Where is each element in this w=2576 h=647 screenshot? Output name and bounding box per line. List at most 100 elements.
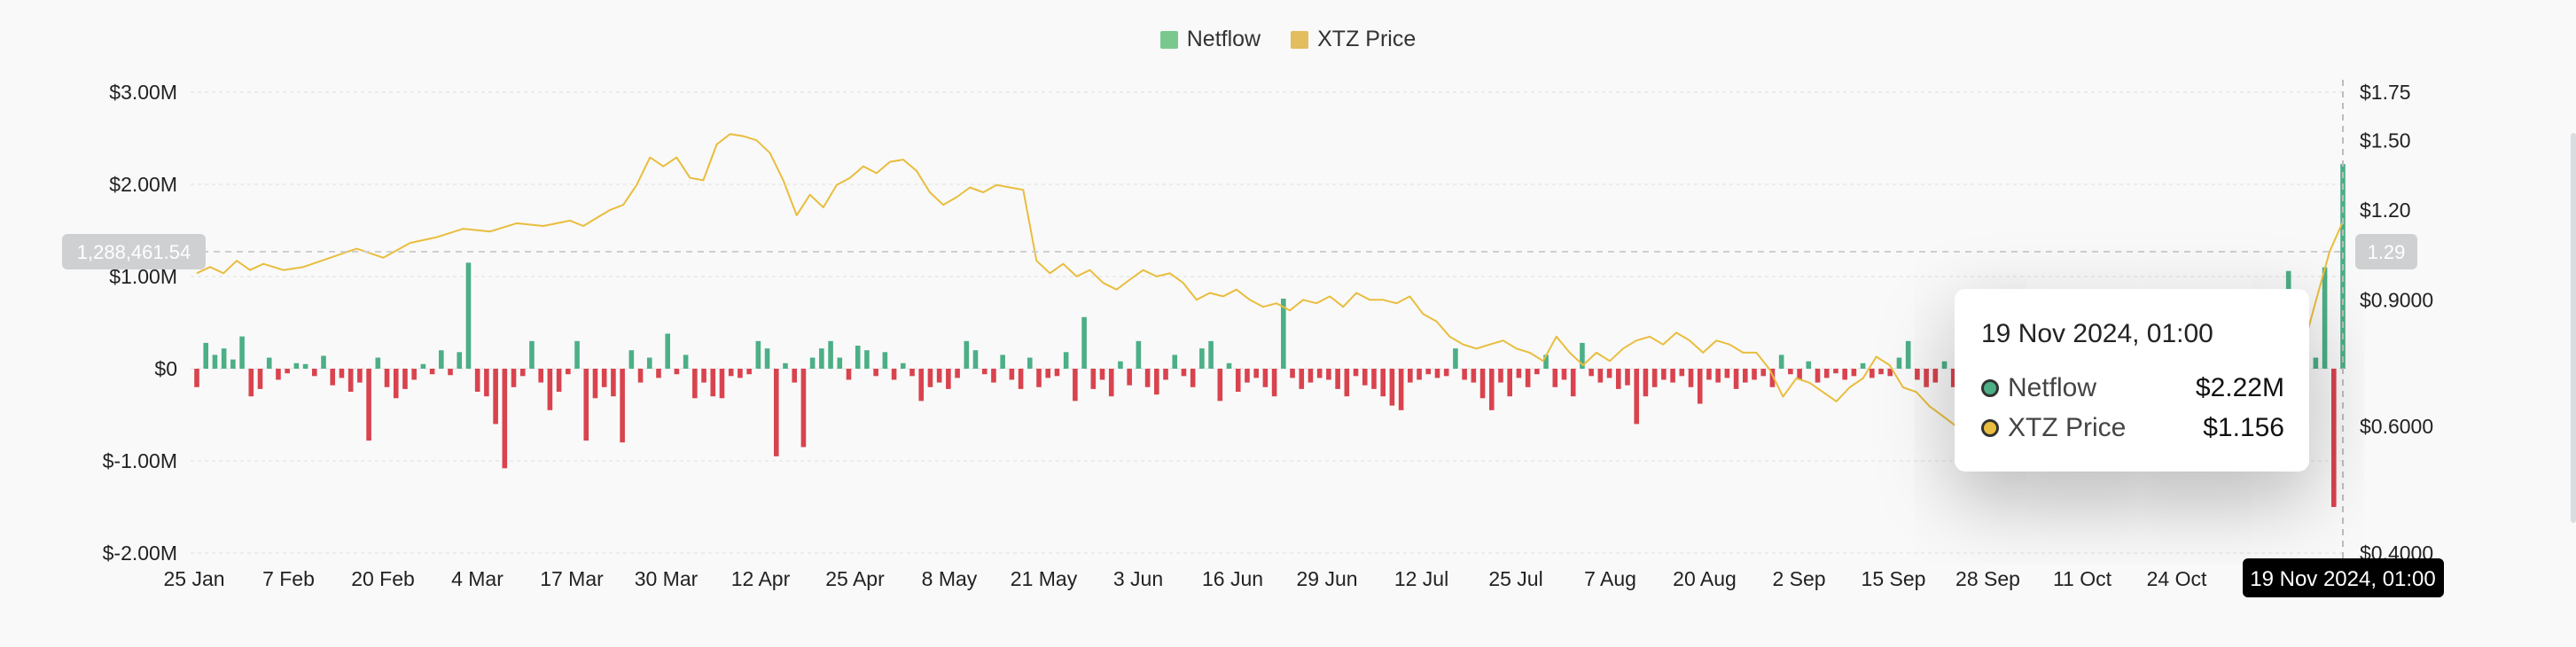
netflow-bar — [1434, 369, 1440, 378]
legend-item-price[interactable]: XTZ Price — [1291, 27, 1416, 52]
netflow-bar — [746, 369, 752, 375]
netflow-bar — [882, 352, 888, 369]
netflow-bar — [1679, 369, 1685, 377]
netflow-bar — [773, 369, 779, 456]
netflow-bar — [1697, 369, 1703, 404]
netflow-bar — [809, 357, 816, 369]
netflow-bar — [194, 369, 199, 387]
netflow-bar — [1425, 369, 1432, 375]
netflow-bar — [1371, 369, 1377, 389]
tooltip-price-name: XTZ Price — [2008, 413, 2127, 442]
x-tick-label: 17 Mar — [540, 567, 604, 590]
netflow-bar — [1733, 369, 1739, 389]
price-swatch — [1291, 30, 1309, 49]
netflow-bar — [981, 369, 987, 375]
netflow-bar — [800, 369, 807, 448]
netflow-bar — [1851, 369, 1857, 377]
crosshair-date-label: 19 Nov 2024, 01:00 — [2250, 567, 2436, 591]
netflow-bar — [1308, 369, 1314, 383]
netflow-bar — [1742, 369, 1748, 383]
netflow-bar — [1408, 369, 1413, 383]
netflow-bar — [1769, 369, 1776, 387]
x-tick-label: 15 Sep — [1862, 567, 1926, 590]
netflow-bar — [783, 362, 788, 369]
netflow-bar — [1752, 369, 1757, 380]
netflow-bar — [1570, 369, 1576, 397]
x-tick-label: 25 Jul — [1488, 567, 1542, 590]
netflow-bar — [302, 363, 308, 369]
netflow-bar — [1018, 369, 1024, 389]
right-tick-label: $0.6000 — [2360, 415, 2433, 438]
netflow-bar — [1253, 369, 1259, 378]
netflow-bar — [1815, 369, 1821, 383]
x-tick-label: 28 Sep — [1955, 567, 2020, 590]
netflow-bar — [1788, 369, 1793, 375]
netflow-bar — [601, 369, 607, 387]
left-tick-label: $-2.00M — [103, 542, 177, 565]
x-axis: 25 Jan 7 Feb 20 Feb 4 Mar 17 Mar 30 Mar 12 Apr… — [163, 567, 2276, 590]
netflow-bar — [1924, 369, 1929, 387]
netflow-bar — [311, 369, 317, 377]
netflow-bar — [2322, 267, 2328, 369]
netflow-bar — [1389, 369, 1395, 406]
x-tick-label: 3 Jun — [1113, 567, 1163, 590]
netflow-bar — [1634, 369, 1640, 425]
netflow-bar — [1245, 369, 1250, 383]
legend-item-netflow[interactable]: Netflow — [1159, 27, 1261, 52]
crosshair-right-badge — [2355, 234, 2417, 269]
netflow-bar — [936, 369, 942, 383]
netflow-bar — [1181, 369, 1187, 377]
tooltip-netflow-name: Netflow — [2008, 373, 2097, 402]
netflow-bar — [710, 369, 716, 397]
netflow-bar — [891, 369, 897, 380]
netflow-bar — [276, 369, 281, 380]
netflow-bar — [1561, 369, 1567, 380]
netflow-bar — [448, 369, 453, 376]
netflow-bar — [1589, 369, 1594, 377]
netflow-bar — [1127, 369, 1132, 386]
netflow-bar — [1670, 369, 1675, 383]
netflow-bar — [1706, 369, 1712, 380]
netflow-bar — [837, 357, 843, 369]
netflow-bar — [402, 369, 408, 389]
left-axis: $-2.00M$-1.00M$0$1.00M$2.00M$3.00M — [103, 81, 177, 565]
netflow-bar — [764, 348, 770, 369]
crosshair-right-label: 1.29 — [2368, 241, 2406, 263]
netflow-bar — [411, 369, 417, 380]
netflow-bar — [566, 369, 571, 375]
netflow-bar — [1778, 355, 1784, 369]
netflow-bar — [1606, 369, 1612, 378]
tooltip-netflow-dot — [1981, 379, 1999, 397]
left-tick-label: $2.00M — [109, 173, 177, 196]
netflow-bar — [1362, 369, 1368, 386]
netflow-bar — [1118, 361, 1123, 369]
netflow-bar — [2313, 357, 2319, 369]
netflow-bar — [592, 369, 598, 399]
page-scrollbar[interactable] — [2571, 133, 2576, 523]
tooltip-netflow-value: $2.22M — [2195, 373, 2284, 402]
netflow-bar — [429, 369, 435, 375]
netflow-bar — [1878, 369, 1884, 375]
netflow-bar — [927, 369, 933, 387]
netflow-bar — [1045, 369, 1051, 378]
netflow-bar — [484, 369, 489, 397]
netflow-bar — [1443, 369, 1449, 377]
netflow-bar — [946, 369, 951, 389]
tooltip-row-price: XTZ Price $1.156 — [1981, 413, 2284, 443]
netflow-bar — [1498, 369, 1503, 383]
netflow-bar — [1090, 369, 1097, 389]
netflow-bar — [239, 336, 245, 369]
netflow-bar — [221, 348, 227, 369]
netflow-bar — [864, 350, 870, 369]
netflow-bar — [502, 369, 508, 469]
netflow-bar — [792, 369, 798, 383]
netflow-bar — [1208, 340, 1214, 369]
netflow-bar — [1580, 342, 1585, 369]
netflow-bar — [1453, 348, 1458, 369]
right-axis: $0.4000$0.6000$0.9000$1.20$1.50$1.75 — [2360, 81, 2433, 565]
x-tick-label: 7 Feb — [262, 567, 315, 590]
crosshair-left-label: 1,288,461.54 — [77, 241, 191, 263]
netflow-bar — [728, 369, 734, 377]
netflow-bar — [1235, 369, 1241, 392]
